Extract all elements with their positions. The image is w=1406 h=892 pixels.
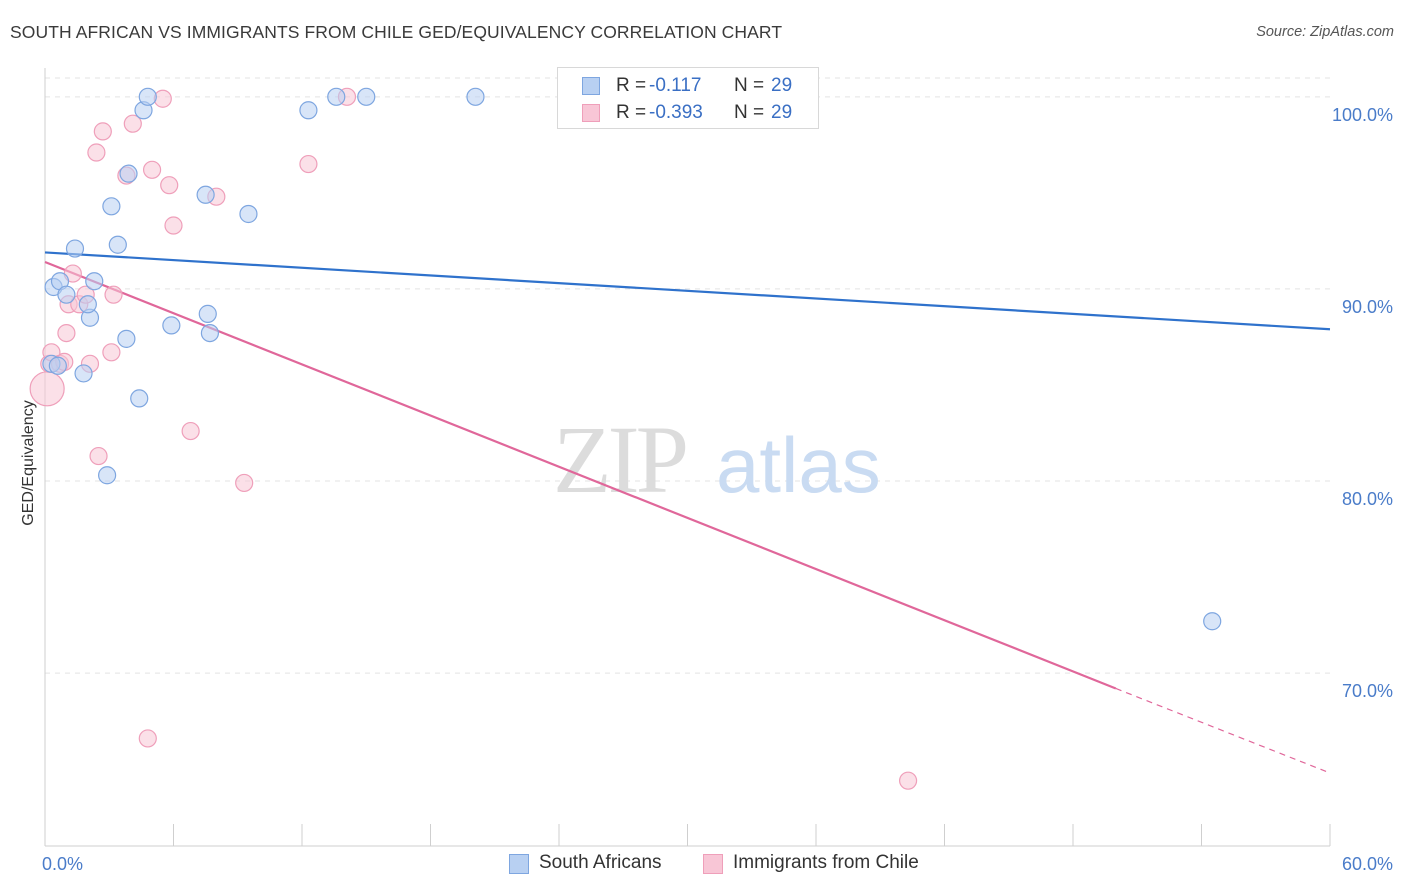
point-south-africans (102, 197, 121, 216)
point-south-africans (299, 101, 318, 120)
x-tick-label: 0.0% (42, 854, 83, 874)
legend-label-immigrants-from-chile: Immigrants from Chile (733, 852, 919, 873)
point-immigrants-from-chile (104, 285, 123, 304)
point-immigrants-from-chile (153, 89, 172, 108)
point-immigrants-from-chile (898, 771, 918, 790)
n-label: N = (734, 75, 765, 96)
point-south-africans (357, 87, 376, 106)
point-south-africans (85, 272, 104, 291)
point-immigrants-from-chile (57, 323, 76, 343)
n-value: 29 (771, 75, 793, 96)
point-south-africans (117, 329, 136, 348)
r-value: -0.393 (649, 102, 703, 123)
point-south-africans (57, 285, 76, 304)
chart-title: SOUTH AFRICAN VS IMMIGRANTS FROM CHILE G… (10, 22, 783, 42)
r-value: -0.117 (649, 75, 702, 96)
trend-line-south-africans (44, 251, 1331, 331)
point-south-africans (65, 239, 85, 258)
point-south-africans (78, 295, 97, 314)
legend-swatch-immigrants-from-chile (703, 854, 723, 874)
point-immigrants-from-chile (123, 114, 142, 133)
r-label: R = (616, 102, 647, 123)
point-south-africans (119, 164, 138, 183)
point-south-africans (327, 87, 346, 106)
point-south-africans (1203, 612, 1222, 631)
x-tick-labels: 0.0% 60.0% (42, 854, 1393, 874)
watermark: ZIP atlas (553, 406, 881, 513)
axes (44, 68, 1331, 847)
n-value: 29 (771, 102, 793, 123)
trend-lines (44, 251, 1331, 774)
r-label: R = (616, 75, 647, 96)
point-south-africans (138, 87, 157, 106)
point-immigrants-from-chile (160, 176, 179, 195)
swatch-immigrants-from-chile (582, 104, 600, 122)
series-legend: South Africans Immigrants from Chile (0, 852, 1406, 878)
y-axis-title: GED/Equivalency (20, 400, 37, 525)
swatch-south-africans (582, 77, 600, 95)
stats-row-south-africans: R = -0.117 N = 29 (558, 72, 818, 100)
watermark-zip: ZIP (553, 406, 686, 513)
point-immigrants-from-chile (138, 729, 157, 748)
point-immigrants-from-chile (142, 160, 162, 179)
watermark-atlas: atlas (716, 421, 881, 509)
y-tick-labels: 70.0% 80.0% 90.0% 100.0% (1332, 105, 1393, 701)
point-south-africans (198, 304, 217, 323)
grid-lines (45, 77, 1330, 674)
points-south-africans (42, 87, 1222, 631)
point-immigrants-from-chile (102, 343, 121, 362)
y-tick-label: 70.0% (1342, 681, 1393, 701)
point-immigrants-from-chile (87, 143, 106, 162)
point-south-africans (108, 235, 127, 254)
point-south-africans (162, 316, 181, 335)
y-tick-label: 90.0% (1342, 297, 1393, 317)
point-immigrants-from-chile (89, 446, 108, 466)
point-south-africans (98, 466, 117, 485)
stats-legend: R = -0.117 N = 29 R = -0.393 N = 29 (557, 67, 819, 129)
stats-row-immigrants-from-chile: R = -0.393 N = 29 (558, 99, 818, 127)
point-south-africans (466, 87, 485, 106)
trend-line-immigrants-from-chile (44, 260, 1117, 690)
point-immigrants-from-chile (93, 122, 112, 141)
point-immigrants-from-chile (164, 216, 183, 235)
legend-swatch-south-africans (509, 854, 529, 874)
trend-line-extension-immigrants-from-chile (1115, 687, 1331, 774)
point-south-africans (74, 364, 93, 383)
point-south-africans (48, 356, 67, 375)
point-south-africans (200, 323, 220, 343)
x-tick-label: 60.0% (1342, 854, 1393, 874)
point-south-africans (130, 389, 149, 408)
y-tick-label: 100.0% (1332, 105, 1393, 125)
point-immigrants-from-chile (235, 473, 254, 493)
point-south-africans (239, 204, 258, 224)
point-immigrants-from-chile (181, 421, 200, 441)
point-south-africans (196, 185, 215, 204)
source-label: Source: ZipAtlas.com (1256, 24, 1394, 40)
y-tick-label: 80.0% (1342, 489, 1393, 509)
legend-label-south-africans: South Africans (539, 852, 662, 873)
n-label: N = (734, 102, 765, 123)
point-immigrants-from-chile (299, 154, 318, 174)
